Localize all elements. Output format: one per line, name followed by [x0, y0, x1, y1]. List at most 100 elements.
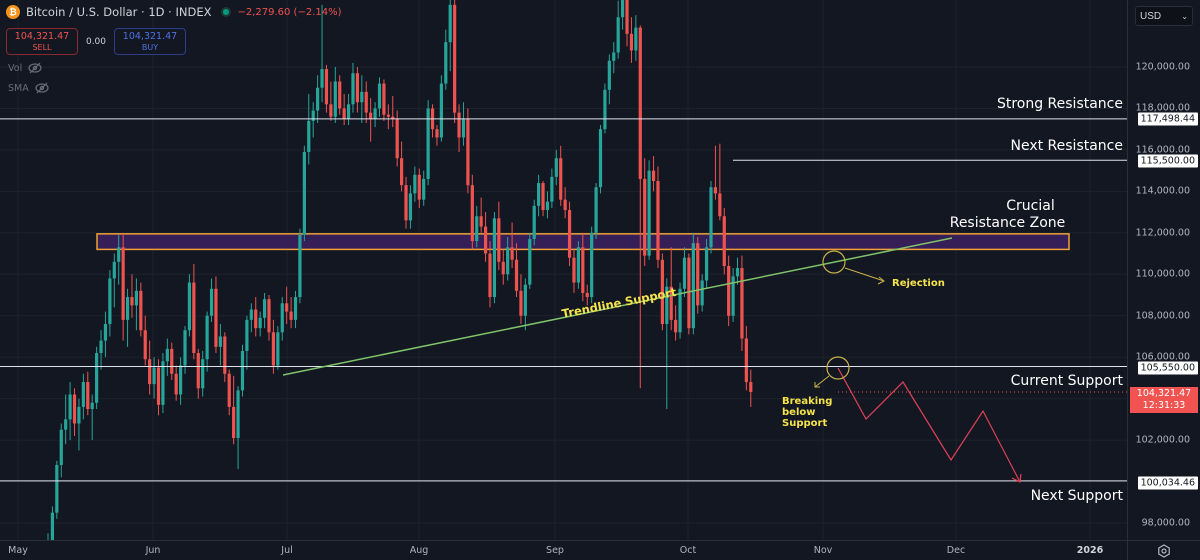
candle-body — [143, 330, 147, 360]
time-tick: Jul — [281, 545, 293, 556]
rejection-arrow-icon — [844, 267, 885, 282]
candle-body — [727, 265, 731, 316]
candle-body — [461, 118, 466, 138]
currency-select[interactable]: USD ⌄ — [1135, 6, 1193, 26]
price-tick: 102,000.00 — [1135, 434, 1190, 446]
next-support-label: Next Support — [1030, 488, 1123, 504]
breaking-line2: below — [782, 407, 816, 418]
candle-body — [638, 27, 642, 179]
candle-body — [572, 257, 576, 283]
candle-body — [316, 87, 320, 111]
candle-body — [528, 239, 532, 285]
candle-body — [179, 365, 183, 395]
candle-body — [453, 4, 457, 113]
candle-body — [616, 17, 620, 53]
candle-body — [439, 83, 443, 138]
candle-body — [351, 73, 355, 105]
candle-body — [174, 373, 178, 395]
candle-body — [643, 178, 647, 256]
candle-body — [444, 42, 448, 84]
candle-body — [735, 268, 740, 277]
price-axis[interactable]: USD ⌄ 120,000.00 118,000.00 116,000.00 114,… — [1127, 0, 1200, 540]
candle-body — [413, 174, 417, 194]
candle-body — [514, 259, 519, 291]
candle-body — [488, 253, 492, 298]
time-tick: Dec — [946, 545, 966, 556]
candle-body — [475, 216, 479, 242]
candle-body — [492, 218, 497, 298]
last-price-badge: 104,321.47 12:31:33 — [1130, 387, 1198, 413]
eye-off-icon[interactable] — [28, 62, 42, 74]
sell-label: SELL — [32, 42, 52, 52]
indicator-vol[interactable]: Vol — [8, 62, 42, 74]
candle-body — [280, 303, 284, 333]
candle-body — [302, 151, 306, 235]
candlestick-chart[interactable] — [0, 0, 1127, 540]
candle-body — [249, 309, 253, 320]
candle-body — [545, 201, 550, 211]
candle-body — [55, 464, 59, 513]
indicator-label: SMA — [8, 82, 29, 94]
candle-body — [152, 367, 156, 385]
candle-body — [696, 243, 700, 306]
buy-price: 104,321.47 — [122, 30, 178, 42]
candle-body — [333, 81, 337, 117]
candle-body — [139, 290, 143, 331]
candle-body — [722, 216, 726, 266]
buy-button[interactable]: 104,321.47 BUY — [114, 28, 186, 55]
candle-body — [687, 257, 691, 329]
candle-body — [293, 297, 298, 320]
candle-body — [479, 216, 483, 227]
candle-countdown: 12:31:33 — [1142, 400, 1186, 411]
candle-body — [647, 170, 651, 256]
eye-off-icon[interactable] — [35, 82, 49, 94]
candle-body — [276, 332, 280, 366]
candle-body — [112, 261, 116, 279]
price-tick: 112,000.00 — [1135, 227, 1190, 239]
candle-body — [205, 315, 209, 360]
indicator-sma[interactable]: SMA — [8, 82, 49, 94]
candle-body — [72, 394, 77, 424]
candle-body — [170, 348, 174, 374]
candle-body — [64, 419, 68, 430]
next-resistance-label: Next Resistance — [1010, 138, 1123, 154]
candle-body — [338, 81, 342, 109]
candle-body — [183, 330, 187, 366]
candle-body — [510, 247, 514, 260]
candle-body — [223, 336, 227, 374]
last-price: 104,321.47 — [1136, 388, 1192, 399]
buy-label: BUY — [141, 42, 159, 52]
breaking-arrowhead-icon — [814, 382, 820, 388]
rejection-circle — [822, 250, 846, 274]
candle-body — [262, 299, 267, 318]
candle-body — [298, 234, 302, 298]
breaking-arrow-icon — [814, 375, 830, 388]
sell-button[interactable]: 104,321.47 SELL — [6, 28, 78, 55]
candle-body — [254, 309, 258, 329]
candle-body — [625, 0, 629, 34]
candle-body — [364, 91, 368, 113]
chart-settings-button[interactable] — [1127, 540, 1200, 560]
candle-body — [497, 218, 501, 262]
candle-body — [501, 261, 505, 275]
time-tick: Aug — [409, 545, 429, 556]
projection-arrow-icon — [1011, 473, 1022, 483]
candle-body — [377, 83, 382, 109]
candle-body — [563, 199, 567, 211]
candle-body — [532, 205, 536, 240]
symbol-title[interactable]: Bitcoin / U.S. Dollar · 1D · INDEX — [26, 5, 212, 19]
candle-body — [537, 183, 541, 206]
candle-body — [236, 390, 240, 439]
candle-body — [68, 394, 72, 420]
candle-body — [426, 108, 430, 179]
candle-body — [559, 158, 563, 200]
time-axis[interactable]: May Jun Jul Aug Sep Oct Nov Dec 2026 — [0, 540, 1127, 560]
candle-body — [656, 180, 660, 260]
candle-body — [59, 429, 63, 465]
candle-body — [108, 278, 112, 325]
currency-value: USD — [1140, 10, 1162, 22]
chart-pane[interactable]: ₿ Bitcoin / U.S. Dollar · 1D · INDEX −2,… — [0, 0, 1127, 540]
candle-body — [749, 382, 753, 392]
candle-body — [669, 286, 673, 320]
candle-body — [209, 288, 214, 316]
